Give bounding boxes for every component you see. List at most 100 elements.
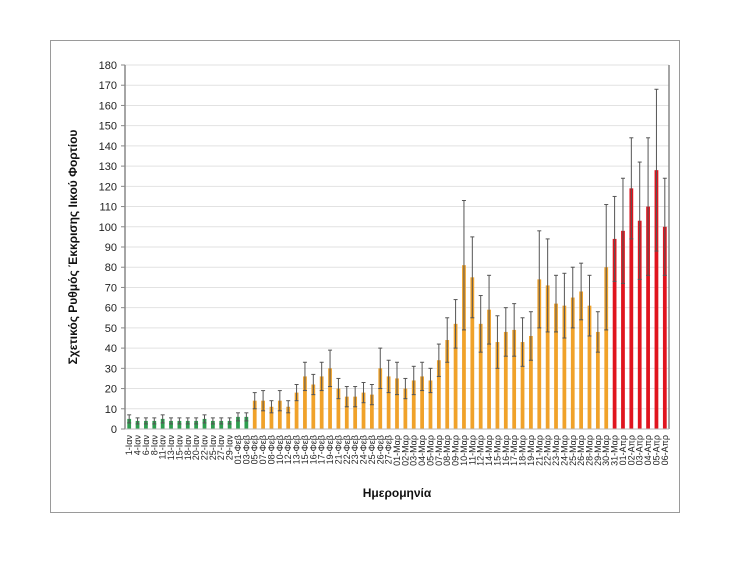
bar-orange xyxy=(378,368,383,429)
y-tick-label: 160 xyxy=(99,100,117,112)
bar-orange xyxy=(529,335,533,429)
x-tick-label: 10-Φεβ xyxy=(275,435,285,464)
x-tick-label: 18-Ιαν xyxy=(183,435,193,461)
x-tick-label: 16-Μαρ xyxy=(501,435,511,466)
bar-orange xyxy=(478,323,483,429)
bar-green xyxy=(144,420,148,429)
bar-orange xyxy=(554,303,558,429)
x-tick-label: 26-Φεβ xyxy=(375,435,385,464)
x-tick-label: 26-Μαρ xyxy=(576,435,586,466)
bar-green xyxy=(169,420,173,429)
x-tick-label: 18-Μαρ xyxy=(518,435,528,466)
bar-orange xyxy=(370,394,374,429)
bar-orange xyxy=(428,380,433,429)
x-tick-label: 6-Ιαν xyxy=(141,435,151,456)
bar-green xyxy=(177,420,182,429)
x-tick-label: 02-Απρ xyxy=(626,435,636,465)
bar-orange xyxy=(353,396,358,429)
bar-orange xyxy=(311,384,316,429)
bar-orange xyxy=(587,305,592,429)
bar-orange xyxy=(503,331,508,429)
bar-green xyxy=(202,418,207,429)
x-tick-label: 08-Μαρ xyxy=(442,435,452,466)
bar-orange xyxy=(344,396,349,429)
bar-red xyxy=(654,170,659,429)
bar-orange xyxy=(520,342,525,429)
x-tick-label: 28-Μαρ xyxy=(584,435,594,466)
bar-orange xyxy=(537,279,542,429)
bar-green xyxy=(210,420,215,429)
bar-orange xyxy=(395,378,399,429)
bar-red xyxy=(662,226,667,429)
x-tick-label: 06-Απρ xyxy=(660,435,670,465)
bar-red xyxy=(637,220,642,429)
x-tick-label: 23-Φεβ xyxy=(350,435,360,464)
y-tick-label: 120 xyxy=(99,181,117,193)
bar-orange xyxy=(420,376,424,429)
x-tick-label: 24-Μαρ xyxy=(559,435,569,466)
y-tick-label: 40 xyxy=(105,343,117,355)
bar-orange xyxy=(604,267,609,429)
bar-orange xyxy=(495,342,500,429)
x-tick-label: 25-Ιαν xyxy=(208,435,218,461)
x-tick-label: 22-Ιαν xyxy=(200,435,210,461)
bar-green xyxy=(227,420,232,429)
x-tick-label: 03-Φεβ xyxy=(241,435,251,464)
y-axis-title: Σχετικός Ρυθμός Έκκρισης Ιικού Φορτίου xyxy=(66,130,80,365)
x-tick-label: 13-Ιαν xyxy=(166,435,176,461)
x-tick-label: 29-Μαρ xyxy=(593,435,603,466)
y-tick-label: 80 xyxy=(105,262,117,274)
bar-orange xyxy=(453,323,458,429)
bar-red xyxy=(629,188,634,429)
bar-red xyxy=(646,206,650,429)
y-tick-label: 130 xyxy=(99,161,117,173)
x-tick-label: 05-Φεβ xyxy=(250,435,260,464)
x-tick-label: 07-Μαρ xyxy=(434,435,444,466)
x-tick-label: 27-Ιαν xyxy=(216,435,226,461)
bar-orange xyxy=(462,265,466,429)
x-tick-label: 09-Μαρ xyxy=(451,435,461,466)
x-tick-label: 15-Μαρ xyxy=(492,435,502,466)
x-tick-label: 03-Απρ xyxy=(635,435,645,465)
bar-orange xyxy=(328,368,332,429)
x-tick-label: 22-Φεβ xyxy=(342,435,352,464)
y-tick-label: 60 xyxy=(105,303,117,315)
bar-orange xyxy=(512,329,517,429)
x-tick-label: 25-Μαρ xyxy=(568,435,578,466)
bar-orange xyxy=(562,305,567,429)
x-tick-label: 05-Μαρ xyxy=(425,435,435,466)
bar-green xyxy=(244,416,249,429)
y-tick-label: 100 xyxy=(99,222,117,234)
x-tick-label: 12-Μαρ xyxy=(476,435,486,466)
x-tick-label: 02-Μαρ xyxy=(400,435,410,466)
bar-red xyxy=(612,238,617,429)
y-tick-label: 10 xyxy=(105,404,117,416)
bar-green xyxy=(219,420,224,429)
x-tick-label: 13-Φεβ xyxy=(292,435,302,464)
x-tick-label: 12-Φεβ xyxy=(283,435,293,464)
bar-green xyxy=(236,416,240,429)
x-tick-label: 19-Φεβ xyxy=(325,435,335,464)
bar-orange xyxy=(445,340,450,429)
bar-orange xyxy=(261,400,265,429)
x-tick-label: 15-Φεβ xyxy=(300,435,310,464)
x-tick-label: 8-Ιαν xyxy=(149,435,159,456)
bar-orange xyxy=(545,285,550,429)
y-tick-label: 90 xyxy=(105,242,117,254)
x-tick-label: 04-Απρ xyxy=(643,435,653,465)
x-tick-label: 21-Φεβ xyxy=(333,435,343,464)
bar-orange xyxy=(386,376,391,429)
x-tick-label: 01-Απρ xyxy=(618,435,628,465)
y-tick-label: 180 xyxy=(99,60,117,72)
bar-orange xyxy=(294,392,299,429)
x-tick-label: 29-Ιαν xyxy=(225,435,235,461)
bar-green xyxy=(135,420,140,429)
bar-green xyxy=(160,418,165,429)
bar-orange xyxy=(336,388,341,429)
x-tick-label: 16-Φεβ xyxy=(308,435,318,464)
x-tick-label: 21-Μαρ xyxy=(534,435,544,466)
x-tick-label: 01-Μαρ xyxy=(392,435,402,466)
x-axis-title: Ημερομηνία xyxy=(363,486,432,500)
x-tick-label: 01-Φεβ xyxy=(233,435,243,464)
